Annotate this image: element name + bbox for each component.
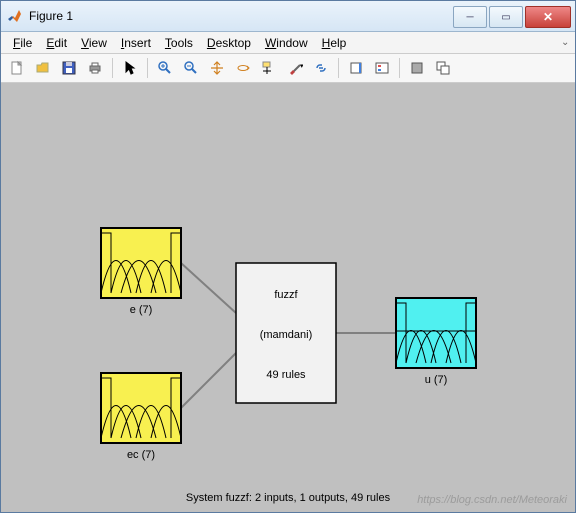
system-rules: 49 rules	[266, 369, 306, 381]
rule-block[interactable]: fuzzf (mamdani) 49 rules	[236, 263, 336, 403]
window-controls: ─ ▭ ✕	[453, 6, 571, 26]
titlebar[interactable]: Figure 1 ─ ▭ ✕	[1, 1, 575, 32]
output-u-label: u (7)	[425, 374, 448, 386]
link-icon[interactable]	[309, 56, 333, 80]
system-name: fuzzf	[274, 289, 298, 301]
zoom-out-icon[interactable]	[179, 56, 203, 80]
input-block-ec[interactable]: ec (7)	[101, 373, 181, 461]
insert-colorbar-icon[interactable]	[344, 56, 368, 80]
watermark: https://blog.csdn.net/Meteoraki	[417, 494, 567, 506]
edge-ec-to-center	[181, 353, 236, 408]
menu-insert[interactable]: Insert	[115, 34, 157, 52]
system-status: System fuzzf: 2 inputs, 1 outputs, 49 ru…	[186, 492, 391, 504]
hide-plot-tools-icon[interactable]	[405, 56, 429, 80]
fuzzy-system-diagram: e (7) ec (7) fuzzf	[1, 83, 575, 513]
svg-text:▾: ▾	[300, 63, 303, 70]
menu-desktop[interactable]: Desktop	[201, 34, 257, 52]
maximize-button[interactable]: ▭	[489, 6, 523, 28]
print-icon[interactable]	[83, 56, 107, 80]
new-file-icon[interactable]	[5, 56, 29, 80]
save-icon[interactable]	[57, 56, 81, 80]
pan-icon[interactable]	[205, 56, 229, 80]
rotate-3d-icon[interactable]	[231, 56, 255, 80]
show-plot-tools-icon[interactable]	[431, 56, 455, 80]
arrow-icon[interactable]	[118, 56, 142, 80]
zoom-in-icon[interactable]	[153, 56, 177, 80]
dock-icon[interactable]: ⌄	[561, 37, 569, 49]
figure-window: Figure 1 ─ ▭ ✕ File Edit View Insert Too…	[0, 0, 576, 513]
input-e-label: e (7)	[130, 304, 153, 316]
menu-help[interactable]: Help	[316, 34, 353, 52]
figure-canvas[interactable]: e (7) ec (7) fuzzf	[1, 83, 575, 512]
open-file-icon[interactable]	[31, 56, 55, 80]
minimize-button[interactable]: ─	[453, 6, 487, 28]
toolbar: ▾	[1, 54, 575, 83]
insert-legend-icon[interactable]	[370, 56, 394, 80]
edge-e-to-center	[181, 263, 236, 313]
matlab-icon	[7, 8, 23, 24]
menu-tools[interactable]: Tools	[159, 34, 199, 52]
system-type: (mamdani)	[260, 329, 313, 341]
menu-file[interactable]: File	[7, 34, 38, 52]
input-ec-label: ec (7)	[127, 449, 155, 461]
input-block-e[interactable]: e (7)	[101, 228, 181, 316]
menu-edit[interactable]: Edit	[40, 34, 73, 52]
close-button[interactable]: ✕	[525, 6, 571, 28]
window-title: Figure 1	[29, 9, 453, 23]
menu-view[interactable]: View	[75, 34, 113, 52]
brush-icon[interactable]: ▾	[283, 56, 307, 80]
menu-window[interactable]: Window	[259, 34, 314, 52]
menubar: File Edit View Insert Tools Desktop Wind…	[1, 32, 575, 54]
output-block-u[interactable]: u (7)	[396, 298, 476, 386]
data-cursor-icon[interactable]	[257, 56, 281, 80]
